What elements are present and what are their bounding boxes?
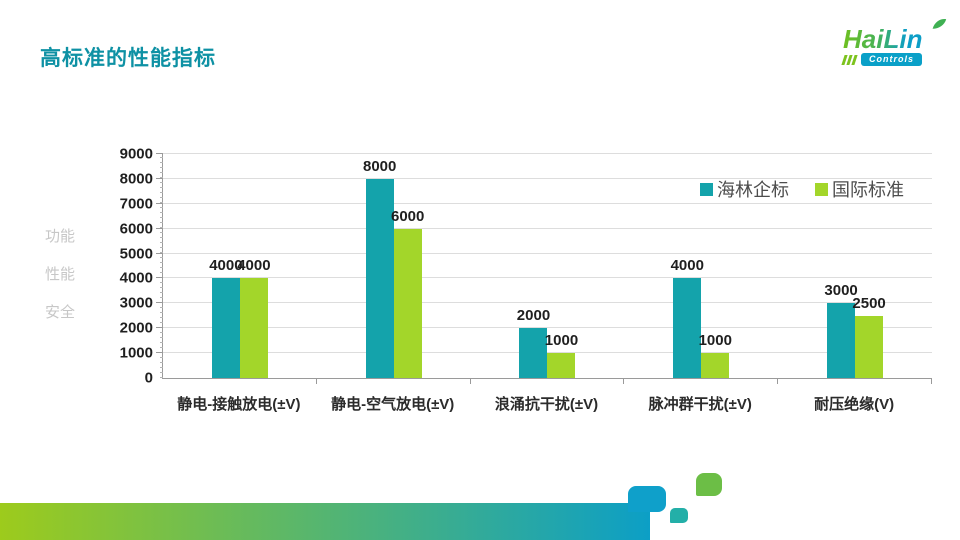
x-axis-tick [469,378,471,384]
bar-hailin: 3000 [824,282,858,378]
y-axis-major-tick [156,227,163,229]
logo-brand-row: HaiLin [843,19,947,54]
y-axis-title: 功能 性能 安全 [45,218,75,332]
gridline [163,177,932,179]
bar-value-label: 8000 [363,157,397,175]
y-axis-major-tick [156,153,163,154]
bar-hailin: 8000 [363,158,396,378]
x-axis-tick [315,378,317,384]
y-axis-major-tick [156,277,163,279]
y-axis-major-tick [156,202,163,204]
bar-value-label: 3000 [824,282,858,300]
y-tick-label: 0 [144,369,153,387]
legend-swatch [700,182,713,196]
y-axis-major-tick [156,302,163,304]
gridline [163,227,932,229]
y-tick-label: 8000 [119,170,153,188]
y-tick-label: 3000 [119,294,153,312]
slide-title: 高标准的性能指标 [40,47,216,70]
category-label: 静电-接触放电(±V) [177,396,301,413]
bar-value-label: 4000 [670,257,704,275]
gridline [163,252,932,254]
legend-item: 国际标准 [815,176,904,202]
logo-controls-badge: Controls [861,53,922,66]
bar-value-label: 2000 [516,307,551,325]
gridline [163,277,932,279]
bar-group: 4000 4000 [163,154,317,378]
x-axis-tick [623,378,625,384]
bar-international: 2500 [852,295,886,378]
legend-item: 海林企标 [700,176,789,202]
y-axis-major-tick [156,177,163,179]
legend-label: 国际标准 [832,180,904,200]
footer-gradient-bar [0,503,650,540]
gridline [163,352,932,354]
y-axis-major-tick [156,327,163,329]
bar-group: 4000 1000 [624,154,778,378]
y-axis-title-line: 安全 [45,304,76,321]
legend-label: 海林企标 [717,180,789,200]
category-label: 静电-空气放电(±V) [331,396,455,413]
logo-bars-icon [841,54,858,65]
category-label: 脉冲群干扰(±V) [648,396,752,413]
category-axis: 静电-接触放电(±V) 静电-空气放电(±V) 浪涌抗干扰(±V) 脉冲群干扰(±V)… [162,393,931,414]
hailin-logo: HaiLin Controls [841,19,947,66]
bar-value-label: 4000 [237,257,271,275]
y-tick-label: 1000 [119,344,153,362]
x-axis-tick [931,378,932,384]
bar-international: 4000 [237,257,271,378]
y-tick-label: 5000 [119,245,153,263]
bar-hailin: 4000 [209,257,243,378]
bar-group: 8000 6000 [317,154,471,378]
y-axis-title-line: 功能 [45,228,76,245]
legend: 海林企标 国际标准 [700,176,904,202]
bar-hailin: 2000 [517,307,550,378]
deco-square-green [696,473,722,496]
category-label: 耐压绝缘(V) [814,396,895,413]
logo-leaf-icon [932,19,947,29]
gridline [163,153,932,154]
category-label: 浪涌抗干扰(±V) [494,396,599,413]
legend-swatch [815,182,828,196]
bar-international: 6000 [391,208,424,378]
bar-value-label: 4000 [209,257,243,275]
bar-value-label: 1000 [698,332,732,350]
chart-plot: 0 1000 2000 3000 4000 5000 6000 7000 8000 9000 400… [120,146,932,387]
y-axis-title-line: 性能 [45,266,76,283]
y-tick-label: 7000 [119,195,153,213]
deco-square-teal [670,508,688,523]
logo-sub-row: Controls [841,53,943,66]
gridline [163,202,932,204]
y-tick-label: 9000 [119,145,153,163]
y-axis-major-tick [156,252,163,254]
bar-international: 1000 [699,332,732,378]
gridline [163,327,932,329]
bar-value-label: 1000 [544,332,579,350]
y-tick-label: 6000 [119,220,153,238]
y-tick-label: 4000 [119,269,153,287]
bar-value-label: 6000 [391,207,425,225]
bar-group: 2000 1000 [471,154,625,378]
bar-hailin: 4000 [671,257,704,378]
bar-value-label: 2500 [852,294,886,312]
gridline [163,302,932,304]
x-axis-tick [777,378,779,384]
bar-group: 3000 2500 [778,154,932,378]
deco-square-blue [628,486,666,512]
y-axis-major-tick [156,352,163,354]
y-tick-label: 2000 [119,319,153,337]
bar-international: 1000 [545,332,578,378]
logo-brand-text: HaiLin [843,24,923,54]
